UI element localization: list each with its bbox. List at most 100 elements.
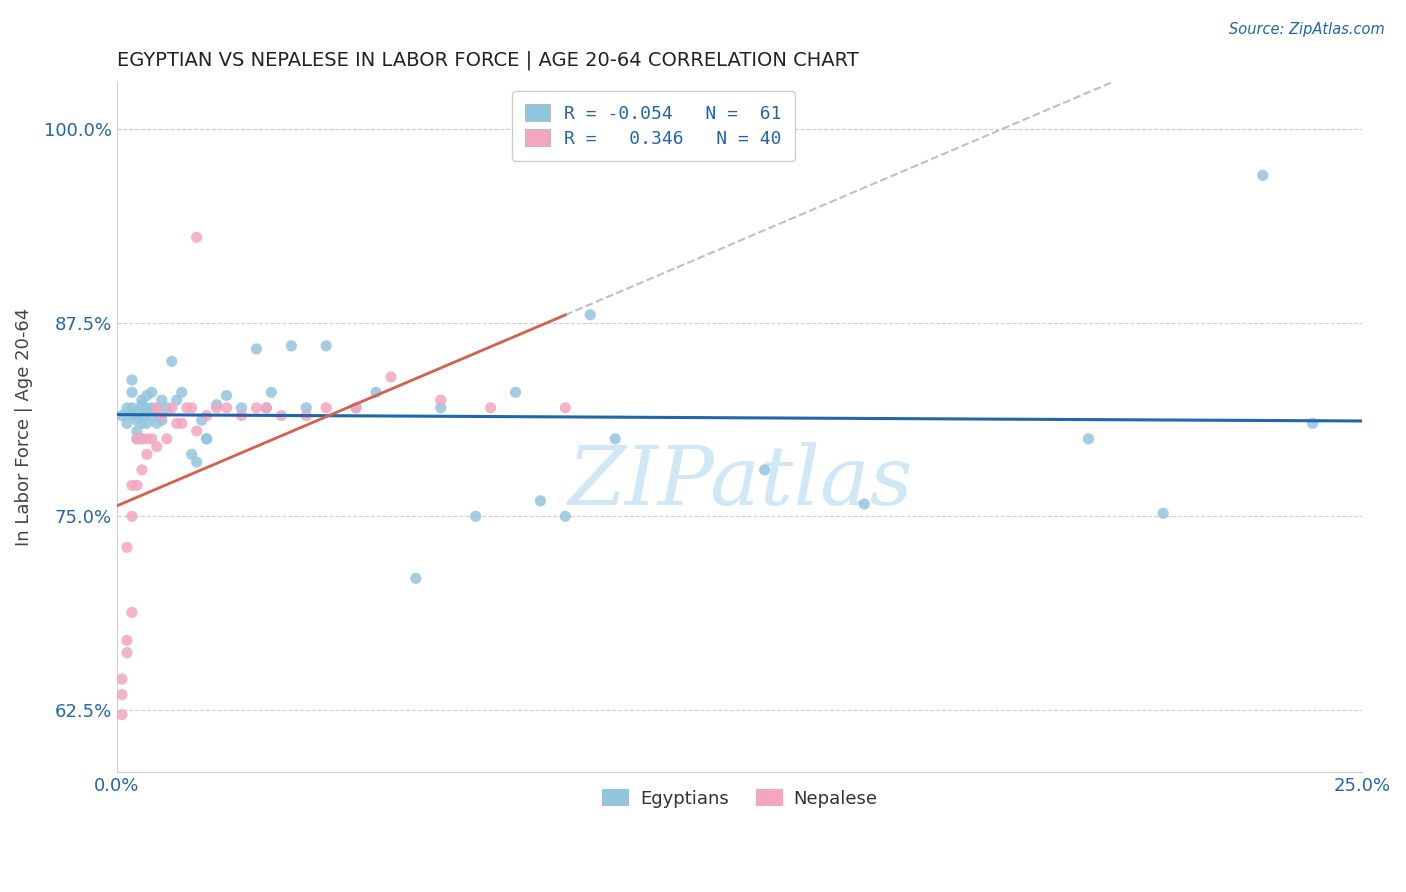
Point (176, 401, 198, 415)
Point (254, 401, 277, 415)
Point (121, 373, 143, 387)
Point (111, 672, 134, 686)
Point (190, 413, 212, 427)
Point (141, 432, 163, 446)
Point (131, 409, 153, 423)
Point (180, 447, 202, 461)
Point (125, 424, 148, 438)
Point (231, 409, 253, 423)
Point (131, 432, 153, 446)
Point (280, 339, 302, 353)
Text: Source: ZipAtlas.com: Source: ZipAtlas.com (1229, 22, 1385, 37)
Point (315, 401, 337, 415)
Point (1302, 417, 1324, 431)
Point (135, 447, 157, 461)
Point (295, 409, 318, 423)
Point (131, 417, 153, 431)
Point (146, 440, 169, 454)
Point (344, 401, 367, 415)
Point (430, 393, 453, 408)
Point (141, 409, 163, 423)
Point (121, 606, 143, 620)
Point (141, 401, 163, 415)
Point (125, 404, 148, 418)
Text: ZIPatlas: ZIPatlas (567, 442, 912, 523)
Point (479, 401, 502, 415)
Point (115, 541, 138, 555)
Point (135, 401, 157, 415)
Point (505, 385, 527, 400)
Point (315, 339, 337, 353)
Point (131, 432, 153, 446)
Point (146, 417, 169, 431)
Point (150, 409, 173, 423)
Point (160, 354, 183, 368)
Point (131, 463, 153, 477)
Point (115, 401, 138, 415)
Point (205, 401, 228, 415)
Point (554, 509, 576, 524)
Point (166, 393, 188, 408)
Point (121, 409, 143, 423)
Point (115, 417, 138, 431)
Point (156, 432, 179, 446)
Point (1077, 432, 1099, 446)
Point (245, 342, 267, 356)
Point (135, 404, 157, 418)
Point (344, 401, 367, 415)
Point (205, 398, 228, 412)
Point (270, 409, 292, 423)
Point (150, 413, 173, 427)
Point (245, 401, 267, 415)
Text: EGYPTIAN VS NEPALESE IN LABOR FORCE | AGE 20-64 CORRELATION CHART: EGYPTIAN VS NEPALESE IN LABOR FORCE | AG… (117, 51, 859, 70)
Point (125, 478, 148, 492)
Point (215, 401, 238, 415)
Point (160, 401, 183, 415)
Point (364, 385, 387, 400)
Point (853, 497, 876, 511)
Point (579, 308, 602, 322)
Point (121, 509, 143, 524)
Point (135, 432, 157, 446)
Point (141, 385, 163, 400)
Point (295, 401, 318, 415)
Point (754, 463, 776, 477)
Point (1251, 169, 1274, 183)
Point (186, 455, 208, 469)
Y-axis label: In Labor Force | Age 20-64: In Labor Force | Age 20-64 (15, 308, 32, 546)
Point (135, 417, 157, 431)
Point (1152, 506, 1174, 520)
Point (170, 385, 193, 400)
Point (156, 401, 179, 415)
Point (195, 432, 218, 446)
Point (111, 707, 134, 722)
Point (380, 369, 402, 384)
Point (186, 424, 208, 438)
Point (121, 478, 143, 492)
Point (195, 432, 218, 446)
Point (260, 385, 283, 400)
Point (215, 388, 238, 402)
Point (180, 401, 202, 415)
Point (146, 401, 169, 415)
Point (115, 646, 138, 660)
Point (605, 432, 627, 446)
Point (135, 388, 157, 402)
Legend: Egyptians, Nepalese: Egyptians, Nepalese (595, 781, 884, 814)
Point (529, 493, 551, 508)
Point (111, 688, 134, 702)
Point (125, 432, 148, 446)
Point (111, 409, 134, 423)
Point (231, 401, 253, 415)
Point (131, 393, 153, 408)
Point (125, 432, 148, 446)
Point (430, 401, 453, 415)
Point (464, 509, 486, 524)
Point (121, 385, 143, 400)
Point (115, 633, 138, 648)
Point (195, 409, 218, 423)
Point (150, 393, 173, 408)
Point (146, 401, 169, 415)
Point (125, 413, 148, 427)
Point (554, 401, 576, 415)
